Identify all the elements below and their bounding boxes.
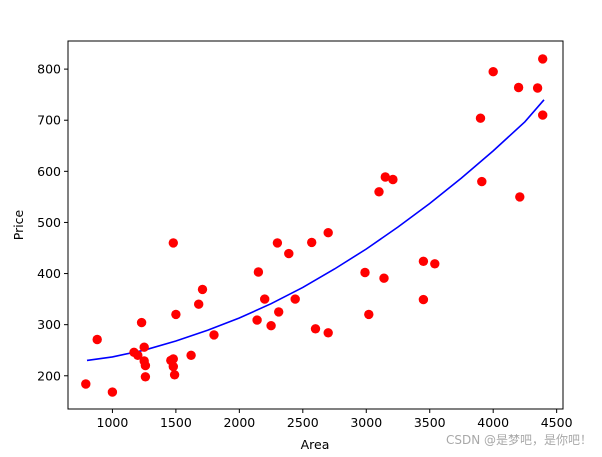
plot-area-frame (67, 40, 564, 410)
x-axis-ticks: 1000 1500 2000 2500 3000 3500 4000 4500 (97, 409, 573, 430)
data-point (379, 273, 389, 283)
data-point (139, 342, 149, 352)
x-tick-label: 2000 (223, 415, 255, 430)
data-point (168, 361, 178, 372)
data-point (360, 267, 370, 278)
data-point (81, 379, 91, 389)
data-point (253, 267, 264, 277)
data-point (388, 174, 398, 185)
data-point (364, 309, 374, 320)
data-point (260, 294, 270, 304)
x-tick-label: 4000 (477, 415, 509, 430)
fitted-curve-line (86, 99, 545, 362)
data-point (323, 328, 333, 338)
data-point (380, 172, 390, 182)
y-tick-label: 800 (37, 62, 61, 77)
data-point (133, 350, 143, 360)
data-point (477, 176, 487, 187)
data-point (538, 110, 548, 120)
data-point (488, 67, 498, 77)
y-tick-label: 200 (37, 368, 61, 383)
x-axis-label: Area (301, 437, 330, 452)
data-point (323, 228, 333, 238)
y-tick-label: 300 (37, 317, 61, 332)
data-point (168, 238, 178, 248)
data-point (475, 113, 486, 123)
data-point (532, 83, 543, 93)
data-point (418, 256, 429, 266)
data-point (274, 307, 284, 317)
x-tick-label: 4500 (541, 415, 573, 430)
x-tick-label: 1000 (97, 415, 129, 430)
y-axis-ticks: 200 300 400 500 600 700 800 (37, 62, 68, 383)
data-point (186, 350, 196, 360)
data-point (374, 187, 384, 197)
data-point (107, 387, 118, 397)
data-point (290, 294, 300, 304)
data-point (209, 330, 219, 340)
data-point (140, 372, 151, 382)
data-point (310, 324, 321, 334)
x-tick-label: 2500 (287, 415, 319, 430)
x-tick-label: 3000 (350, 415, 382, 430)
data-point (513, 82, 524, 93)
data-point (418, 294, 429, 305)
y-tick-label: 500 (37, 215, 61, 230)
fitted-curve-layer (86, 99, 545, 362)
data-point (136, 317, 147, 328)
watermark: CSDN @是梦吧，是你吧！ (445, 433, 592, 447)
x-tick-label: 3500 (414, 415, 446, 430)
data-point (171, 309, 181, 320)
y-tick-label: 600 (37, 164, 61, 179)
data-point (266, 321, 276, 331)
x-tick-label: 1500 (160, 415, 192, 430)
y-tick-label: 400 (37, 266, 61, 281)
y-tick-label: 700 (37, 113, 61, 128)
data-point (430, 259, 440, 269)
data-point (307, 237, 317, 248)
data-point (515, 192, 525, 202)
data-point (284, 248, 294, 259)
scatter-points-layer (81, 54, 548, 397)
data-point (169, 370, 180, 380)
data-point (272, 238, 283, 248)
data-point (538, 54, 548, 64)
data-point (140, 360, 151, 371)
data-point (92, 334, 102, 345)
data-point (194, 299, 204, 309)
data-point (197, 284, 208, 295)
data-point (252, 315, 262, 325)
y-axis-label: Price (11, 209, 26, 240)
data-point (168, 354, 178, 364)
